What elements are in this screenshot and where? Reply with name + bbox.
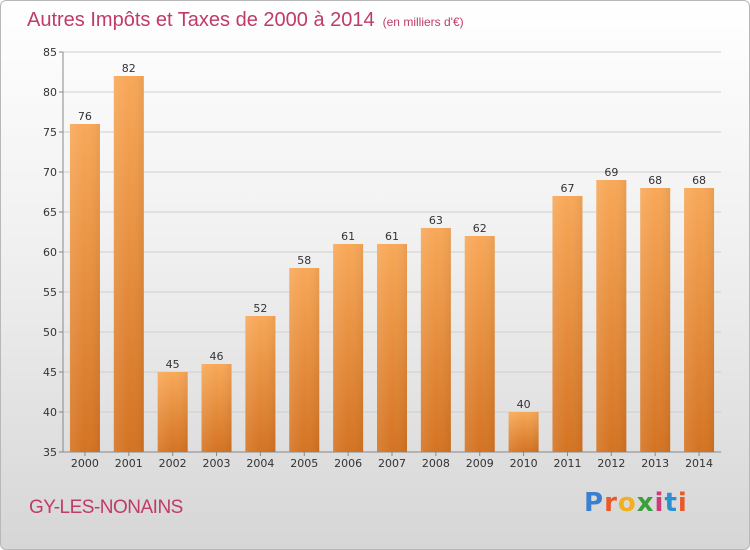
- commune-name: GY-LES-NONAINS: [29, 497, 183, 518]
- bar-shine-2007: [377, 244, 407, 452]
- logo-letter: t: [664, 488, 678, 518]
- value-label-2012: 69: [604, 166, 618, 179]
- value-labels: 76 82 45 46 52 58 61 61 63 62 40 67 69 68 68: [78, 62, 706, 411]
- x-tick-label-2009: 2009: [466, 457, 494, 470]
- logo-letter: x: [636, 488, 655, 518]
- y-tick-label: 75: [43, 126, 57, 139]
- x-tick-label-2014: 2014: [685, 457, 713, 470]
- value-label-2013: 68: [648, 174, 662, 187]
- y-tick-label: 60: [43, 246, 57, 259]
- y-tick-label: 65: [43, 206, 57, 219]
- bar-shine-2011: [552, 196, 583, 452]
- value-label-2010: 40: [517, 398, 531, 411]
- value-label-2005: 58: [297, 254, 311, 267]
- x-tick-label-2001: 2001: [115, 457, 143, 470]
- value-label-2000: 76: [78, 110, 92, 123]
- bar-shine-2013: [640, 188, 671, 452]
- bar-shine-2005: [289, 268, 320, 452]
- x-tick-label-2007: 2007: [378, 457, 406, 470]
- bar-shine-2000: [69, 124, 100, 452]
- chart-subtitle: (en milliers d'€): [382, 15, 464, 29]
- bars: [69, 76, 715, 452]
- y-tick-label: 70: [43, 166, 57, 179]
- x-tick-label-2008: 2008: [422, 457, 450, 470]
- value-label-2009: 62: [473, 222, 487, 235]
- value-label-2006: 61: [341, 230, 355, 243]
- value-label-2008: 63: [429, 214, 443, 227]
- value-label-2007: 61: [385, 230, 399, 243]
- y-tick-label: 55: [43, 286, 57, 299]
- value-label-2001: 82: [122, 62, 136, 75]
- bar-shine-2010: [508, 412, 539, 452]
- y-tick-label: 80: [43, 86, 57, 99]
- chart-title-text: Autres Impôts et Taxes de 2000 à 2014: [27, 9, 375, 31]
- y-tick-label: 45: [43, 366, 57, 379]
- bar-shine-2014: [684, 188, 715, 452]
- bar-shine-2002: [157, 372, 188, 452]
- bar-shine-2001: [113, 76, 144, 452]
- bar-shine-2004: [245, 316, 276, 452]
- logo-letter: o: [617, 488, 637, 518]
- x-tick-label-2000: 2000: [71, 457, 99, 470]
- x-tick-label-2004: 2004: [246, 457, 274, 470]
- proxiti-logo: Proxiti: [584, 488, 688, 518]
- x-tick-label-2013: 2013: [641, 457, 669, 470]
- bar-shine-2008: [420, 228, 451, 452]
- x-tick-label-2003: 2003: [203, 457, 231, 470]
- logo-letter: i: [677, 488, 688, 518]
- logo-letter: i: [654, 488, 665, 518]
- y-tick-label: 50: [43, 326, 57, 339]
- x-tick-label-2010: 2010: [510, 457, 538, 470]
- value-label-2011: 67: [560, 182, 574, 195]
- x-tick-label-2002: 2002: [159, 457, 187, 470]
- bar-shine-2006: [333, 244, 364, 452]
- logo-letter: r: [604, 488, 618, 518]
- y-tick-label: 35: [43, 446, 57, 459]
- bar-shine-2012: [596, 180, 627, 452]
- value-label-2003: 46: [210, 350, 224, 363]
- x-tick-label-2006: 2006: [334, 457, 362, 470]
- x-tick-label-2005: 2005: [290, 457, 318, 470]
- value-label-2004: 52: [253, 302, 267, 315]
- chart-title: Autres Impôts et Taxes de 2000 à 2014 (en…: [27, 9, 464, 32]
- bar-shine-2009: [464, 236, 495, 452]
- logo-letter: P: [584, 488, 605, 518]
- y-tick-label: 40: [43, 406, 57, 419]
- x-tick-label-2012: 2012: [597, 457, 625, 470]
- bar-shine-2003: [201, 364, 232, 452]
- y-tick-label: 85: [43, 46, 57, 59]
- x-tick-label-2011: 2011: [553, 457, 581, 470]
- value-label-2002: 45: [166, 358, 180, 371]
- value-label-2014: 68: [692, 174, 706, 187]
